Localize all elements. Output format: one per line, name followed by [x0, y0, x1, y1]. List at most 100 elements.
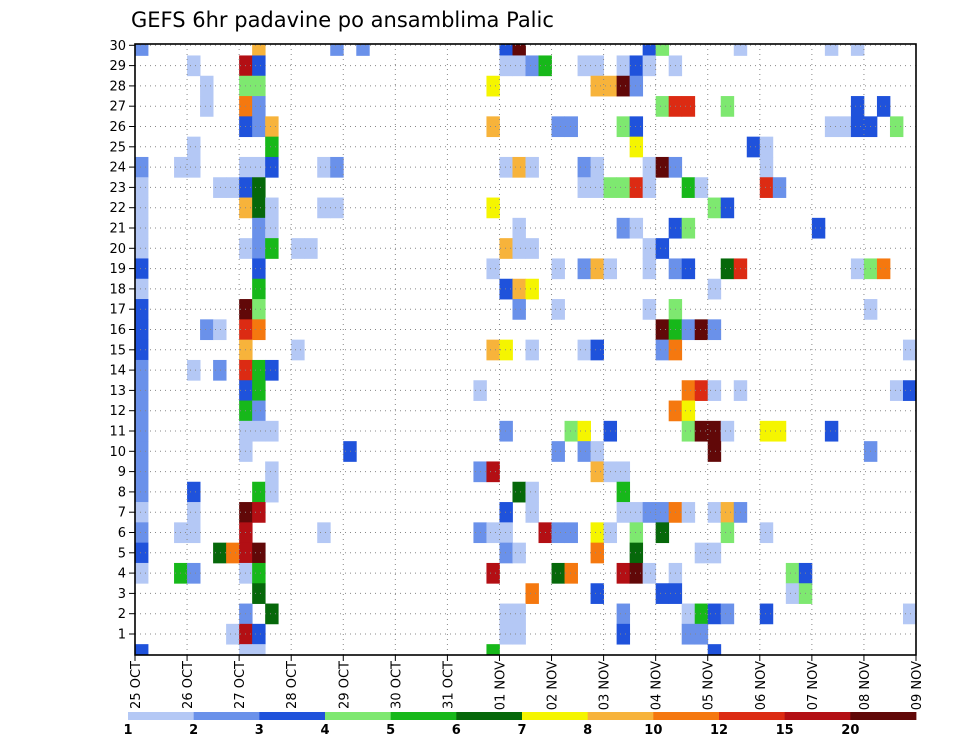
heat-cell — [616, 217, 631, 239]
heat-cell — [681, 319, 696, 341]
heat-cell — [512, 156, 526, 178]
colorbar-label: 15 — [776, 723, 794, 738]
heat-cell — [265, 359, 279, 381]
y-tick-label: 15 — [109, 343, 126, 358]
heat-cell — [590, 461, 604, 483]
heat-cell — [499, 542, 513, 564]
heat-cell — [772, 177, 787, 198]
heat-cell — [707, 603, 722, 625]
heat-cell — [642, 177, 657, 198]
x-axis: 25 OCT 26 OCT 27 OCT 28 OCT 29 OCT 30 OCT 31 O… — [129, 655, 925, 710]
heat-cell — [486, 197, 500, 219]
heat-cell — [850, 258, 865, 280]
heat-cell — [720, 420, 735, 442]
colorbar-swatch — [850, 712, 917, 720]
heat-cell — [499, 55, 513, 77]
heat-cell — [655, 238, 670, 259]
colorbar-label: 10 — [644, 723, 662, 738]
heat-cell — [252, 197, 266, 219]
heat-cell — [902, 339, 917, 361]
heat-cell — [252, 644, 266, 656]
heat-cell — [616, 55, 631, 77]
heat-cell — [681, 380, 696, 401]
heat-cell — [720, 502, 735, 523]
y-tick-label: 25 — [109, 140, 126, 155]
heat-cell — [226, 542, 240, 564]
heat-cell — [525, 278, 539, 300]
colorbar-swatch — [784, 712, 851, 720]
y-tick-label: 8 — [118, 485, 126, 500]
heat-cell — [681, 258, 696, 280]
heat-cell — [200, 319, 214, 341]
heat-cell — [265, 136, 279, 158]
heat-cell — [720, 258, 735, 280]
y-tick-label: 18 — [109, 282, 126, 297]
heat-cell — [252, 299, 266, 320]
x-tick-label: 05 NOV — [702, 661, 717, 710]
heat-cell — [252, 359, 266, 381]
heat-cell — [200, 96, 214, 117]
heat-cell — [135, 420, 149, 442]
heat-cell — [252, 562, 266, 584]
heat-cell — [265, 156, 279, 178]
heat-cell — [486, 116, 500, 138]
heat-cell — [499, 278, 513, 300]
heat-cell — [681, 400, 696, 422]
heat-cell — [707, 441, 722, 462]
heat-cell — [720, 522, 735, 544]
chart-title: GEFS 6hr padavine po ansamblima Palic — [131, 8, 554, 32]
heat-cell — [135, 461, 149, 483]
heat-cell — [681, 623, 696, 645]
heat-cell — [655, 96, 670, 117]
heat-cell — [876, 258, 891, 280]
y-tick-label: 16 — [109, 323, 126, 338]
heat-cell — [265, 481, 279, 503]
heat-cell — [486, 339, 500, 361]
heat-cell — [850, 116, 865, 138]
heat-cell — [720, 96, 735, 117]
heat-cell — [239, 644, 253, 656]
heat-cell — [135, 380, 149, 401]
colorbar-label: 8 — [583, 723, 592, 738]
heat-cell — [694, 542, 709, 564]
heat-cell — [499, 339, 513, 361]
heat-cell — [265, 420, 279, 442]
colorbar: 1 2 3 4 5 6 7 8 10 12 15 20 — [123, 712, 917, 738]
heat-cell — [629, 55, 644, 77]
heat-cell — [616, 623, 631, 645]
heat-cell — [564, 522, 578, 544]
colorbar-swatch — [325, 712, 392, 720]
heat-cell — [252, 400, 266, 422]
heat-cell — [317, 197, 331, 219]
colorbar-swatch — [128, 712, 195, 720]
heat-cell — [577, 177, 591, 198]
heat-cell — [226, 177, 240, 198]
heat-cell — [265, 116, 279, 138]
y-tick-label: 26 — [109, 120, 126, 135]
heat-cell — [876, 96, 891, 117]
heat-cell — [694, 623, 709, 645]
heat-cell — [317, 522, 331, 544]
colorbar-label: 12 — [710, 723, 728, 738]
heat-cell — [707, 380, 722, 401]
heat-cell — [252, 156, 266, 178]
heat-cell — [317, 156, 331, 178]
heat-cell — [187, 359, 201, 381]
heat-cell — [265, 603, 279, 625]
heat-cell — [590, 522, 604, 544]
heat-cell — [200, 75, 214, 97]
heat-cell — [681, 217, 696, 239]
heat-cell — [291, 339, 305, 361]
heat-cell — [629, 502, 644, 523]
y-tick-label: 30 — [109, 39, 126, 54]
colorbar-label: 7 — [517, 723, 526, 738]
heat-cell — [564, 420, 578, 442]
heat-cell — [681, 420, 696, 442]
y-tick-label: 7 — [118, 506, 126, 521]
heat-cell — [759, 156, 774, 178]
heat-cell — [187, 55, 201, 77]
heat-cell — [135, 44, 149, 56]
heat-cell — [694, 177, 709, 198]
heat-cell — [135, 278, 149, 300]
heat-cell — [252, 380, 266, 401]
